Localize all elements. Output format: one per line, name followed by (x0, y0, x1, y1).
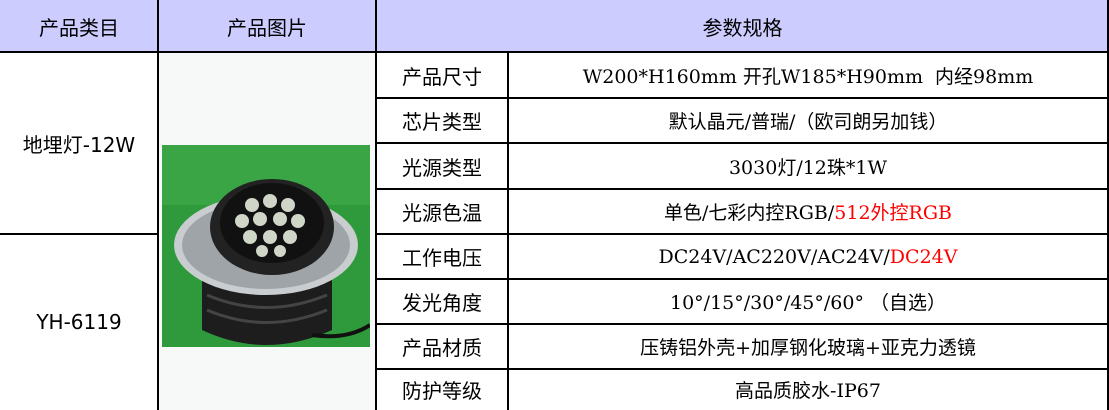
spec-value-text: 单色/七彩内控RGB/ (664, 202, 835, 224)
spec-value-text: 10°/15°/30°/45°/60° （自选） (669, 292, 947, 314)
spec-value: 3030灯/12珠*1W (508, 143, 1108, 189)
spec-label: 防护等级 (402, 379, 482, 403)
product-category: 地埋灯-12W (22, 132, 136, 157)
spec-value-text: 默认晶元/普瑞/（欧司朗另加钱） (668, 111, 948, 133)
header-image: 产品图片 (158, 0, 376, 52)
spec-value: 高品质胶水-IP67 (508, 369, 1108, 410)
product-photo (162, 145, 370, 347)
spec-value-text: 高品质胶水-IP67 (735, 380, 881, 402)
spec-value-text: DC24V/AC220V/AC24V/ (658, 245, 890, 268)
spec-label: 产品尺寸 (402, 64, 482, 89)
spec-value: 压铸铝外壳+加厚钢化玻璃+亚克力透镜 (508, 324, 1108, 369)
spec-label: 产品材质 (402, 336, 482, 360)
spec-value: W200*H160mm 开孔W185*H90mm 内经98mm (508, 52, 1108, 98)
spec-value-highlight: 512外控RGB (834, 202, 952, 224)
header-category: 产品类目 (0, 0, 158, 52)
spec-label: 芯片类型 (402, 110, 482, 134)
spec-label: 光源类型 (402, 155, 482, 180)
spec-value: 10°/15°/30°/45°/60° （自选） (508, 279, 1108, 324)
product-model: YH-6119 (36, 310, 122, 334)
spec-value-text: W200*H160mm 开孔W185*H90mm 内经98mm (582, 65, 1034, 88)
spec-value-text: 3030灯/12珠*1W (728, 156, 888, 179)
header-specs: 参数规格 (376, 0, 1109, 52)
spec-label: 工作电压 (402, 246, 482, 270)
spec-value-highlight: DC24V (889, 245, 958, 268)
spec-label: 光源色温 (402, 201, 482, 225)
spec-value-text: 压铸铝外壳+加厚钢化玻璃+亚克力透镜 (640, 337, 976, 359)
spec-value: 单色/七彩内控RGB/512外控RGB (508, 189, 1108, 234)
spec-value: DC24V/AC220V/AC24V/DC24V (508, 234, 1108, 279)
spec-value: 默认晶元/普瑞/（欧司朗另加钱） (508, 98, 1108, 143)
spec-label: 发光角度 (402, 291, 482, 315)
